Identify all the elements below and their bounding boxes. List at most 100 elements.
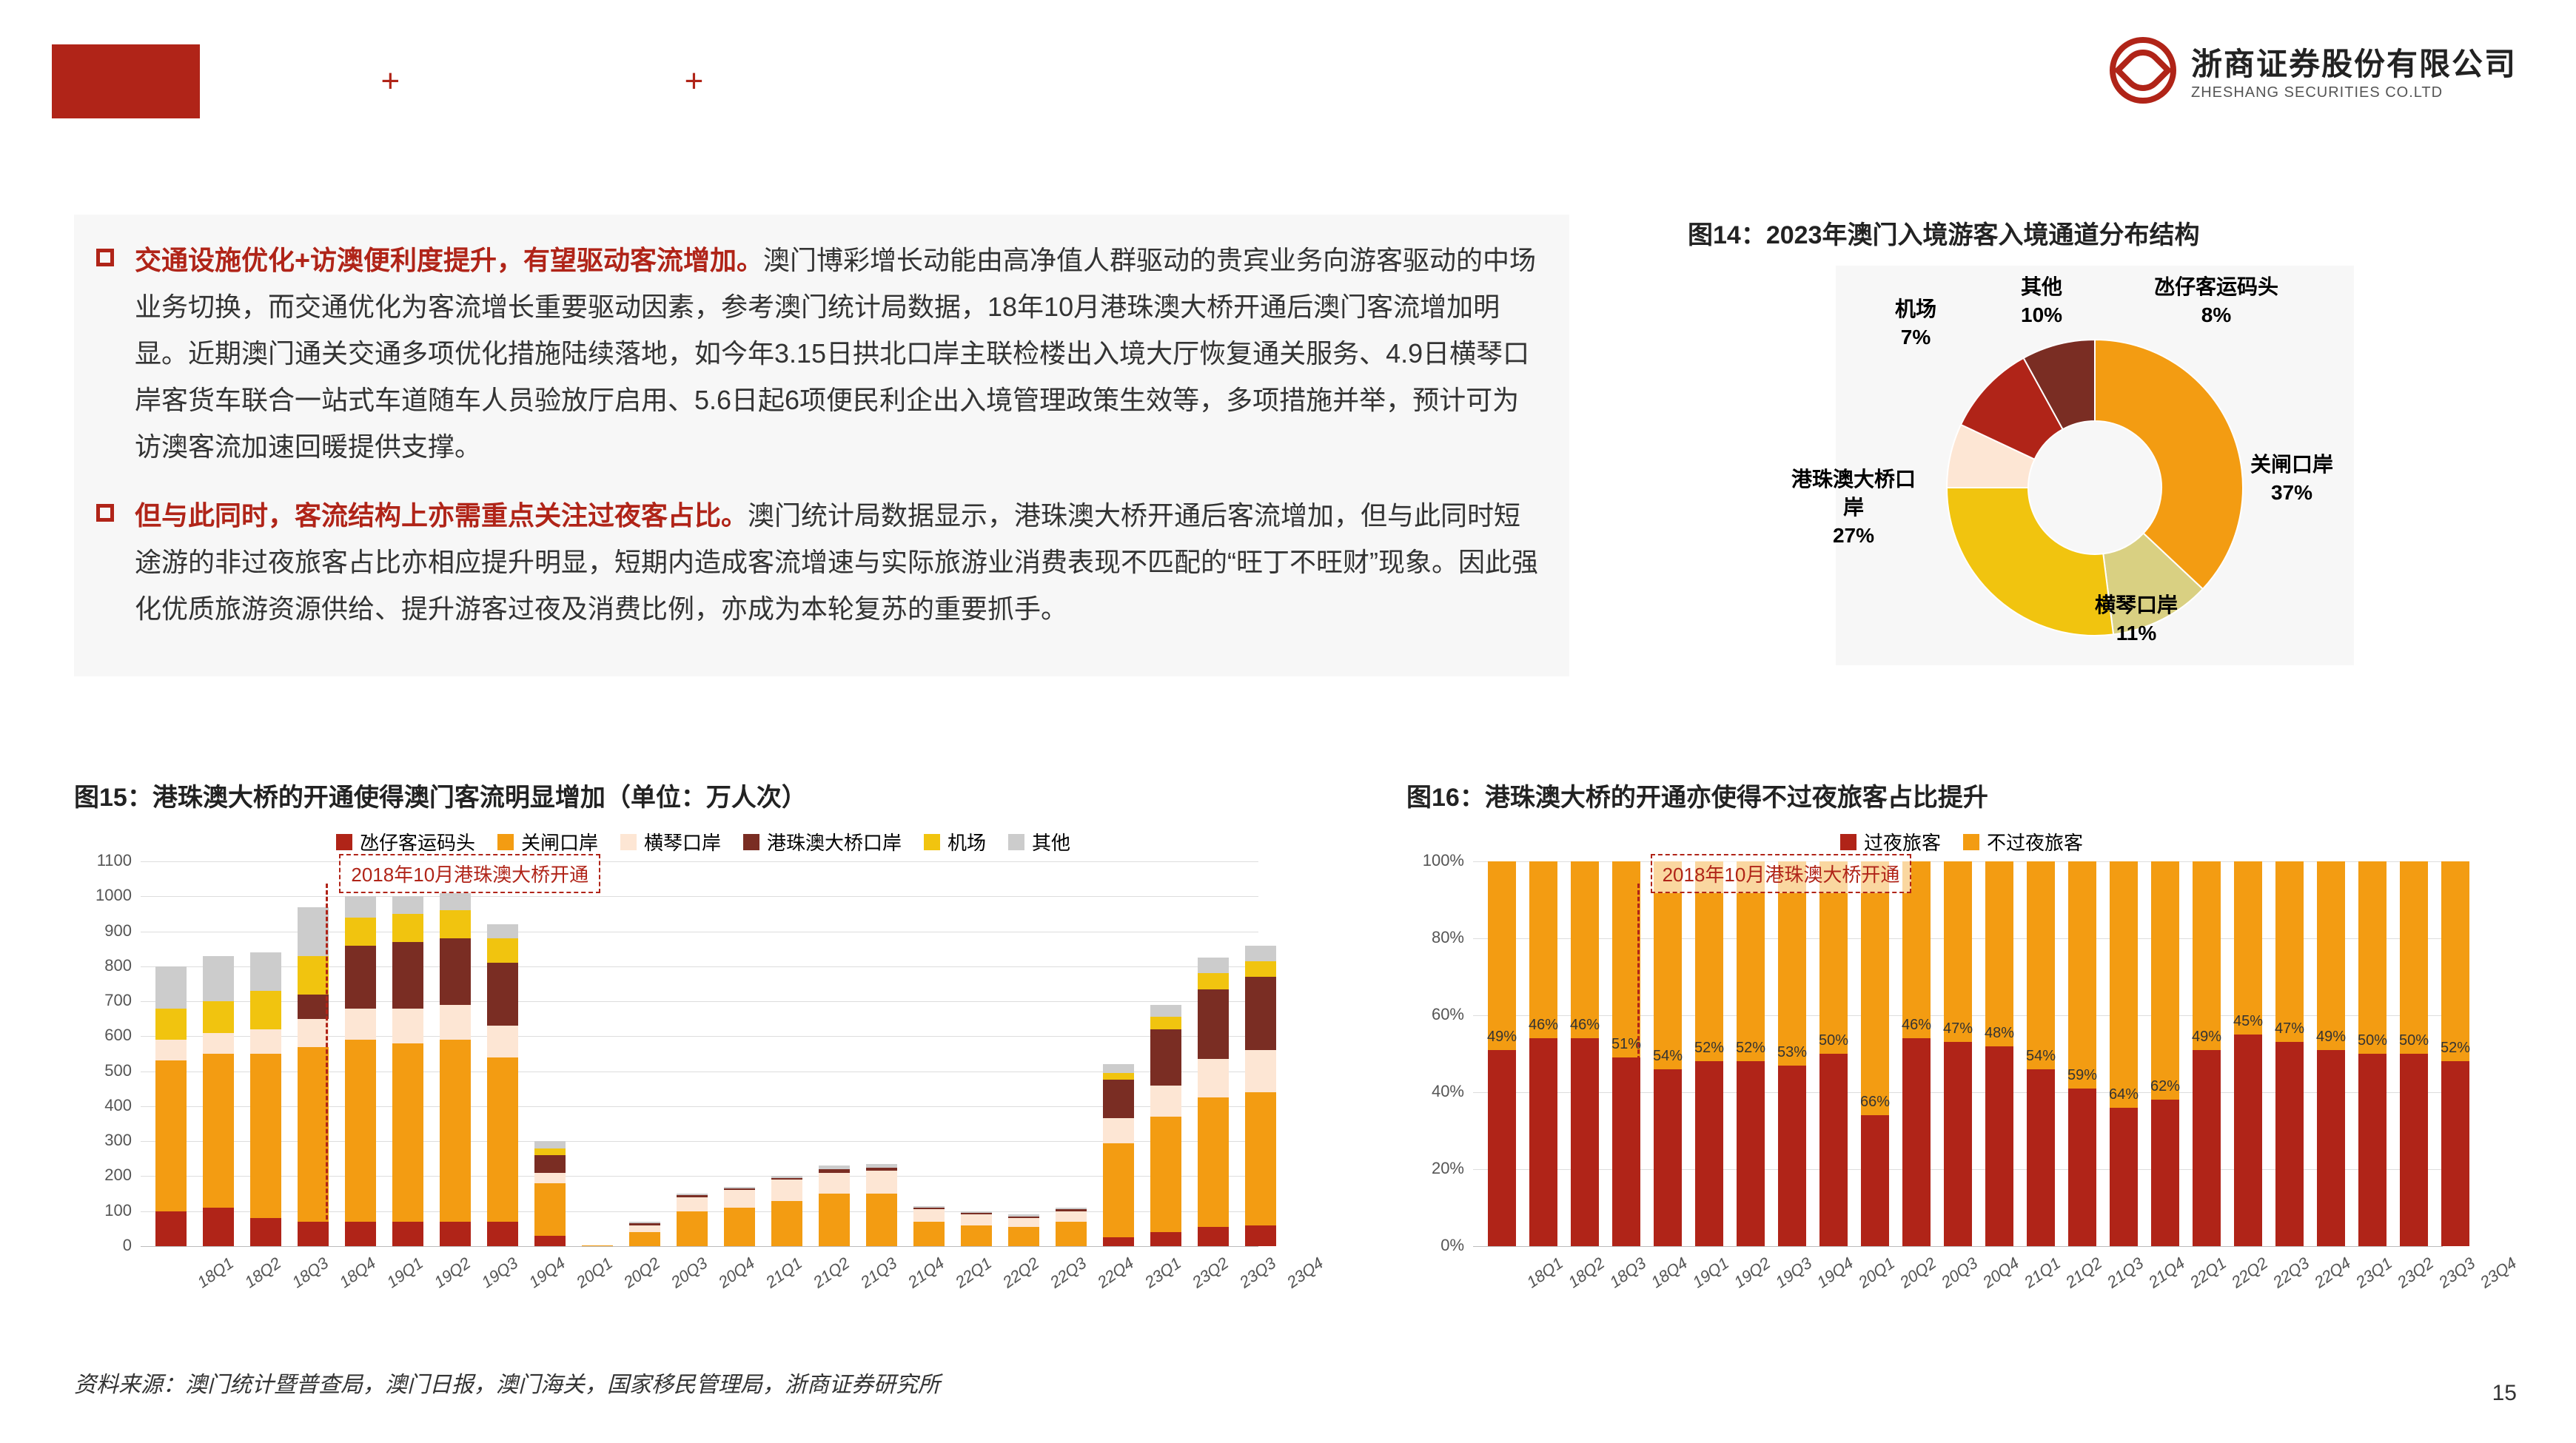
bar-segment bbox=[1985, 1046, 2013, 1246]
bar-segment bbox=[724, 1190, 755, 1208]
bar-segment bbox=[1103, 1080, 1134, 1118]
x-tick-label: 22Q2 bbox=[999, 1254, 1043, 1292]
x-tick-label: 20Q4 bbox=[1979, 1254, 2023, 1292]
bar-column bbox=[582, 1245, 613, 1246]
bar-column bbox=[1150, 1005, 1181, 1246]
bar-segment bbox=[155, 966, 187, 1009]
bar-segment bbox=[1488, 861, 1516, 1050]
legend-swatch bbox=[1840, 834, 1856, 850]
legend-label: 关闸口岸 bbox=[521, 828, 598, 855]
company-logo: 浙商证券股份有限公司 ZHESHANG SECURITIES CO.LTD bbox=[2110, 37, 2517, 104]
bar-segment bbox=[913, 1209, 945, 1222]
bar-segment bbox=[2068, 1089, 2096, 1246]
donut-slice-label: 横琴口岸11% bbox=[2095, 591, 2178, 648]
bar-segment bbox=[2275, 861, 2304, 1042]
bar-segment bbox=[440, 910, 471, 938]
x-tick-label: 18Q2 bbox=[1565, 1254, 1609, 1292]
bar-segment bbox=[1245, 1050, 1276, 1092]
x-tick-label: 18Q1 bbox=[194, 1254, 238, 1292]
bar-top-label: 52% bbox=[1736, 1040, 1765, 1057]
bullet-text: 但与此同时，客流结构上亦需重点关注过夜客占比。澳门统计局数据显示，港珠澳大桥开通… bbox=[135, 492, 1540, 632]
bar-segment bbox=[203, 1054, 234, 1208]
bar-column bbox=[534, 1141, 566, 1246]
gridline bbox=[141, 896, 1258, 897]
bar-segment bbox=[1571, 1038, 1599, 1246]
x-tick-label: 20Q3 bbox=[668, 1254, 711, 1292]
legend-label: 过夜旅客 bbox=[1864, 828, 1941, 855]
y-tick-label: 400 bbox=[74, 1096, 132, 1115]
x-tick-label: 23Q2 bbox=[2394, 1254, 2438, 1292]
bar-segment bbox=[2110, 861, 2138, 1108]
legend-swatch bbox=[497, 834, 514, 850]
legend-label: 横琴口岸 bbox=[644, 828, 721, 855]
bar-column bbox=[1861, 861, 1889, 1246]
bar-segment bbox=[155, 1040, 187, 1060]
bar-segment bbox=[440, 893, 471, 911]
x-tick-label: 21Q1 bbox=[2021, 1254, 2065, 1292]
donut-slice-label: 机场7% bbox=[1895, 295, 1936, 352]
gridline bbox=[141, 1246, 1258, 1247]
bar-segment bbox=[1245, 961, 1276, 977]
fig16-chart: 0%20%40%60%80%100%18Q149%18Q246%18Q346%1… bbox=[1406, 861, 2443, 1305]
x-tick-label: 21Q4 bbox=[2145, 1254, 2189, 1292]
event-marker-line bbox=[326, 884, 328, 1246]
x-tick-label: 23Q4 bbox=[2477, 1254, 2520, 1292]
bar-segment bbox=[487, 938, 518, 963]
bar-column bbox=[771, 1176, 802, 1246]
bar-segment bbox=[487, 1026, 518, 1057]
bar-top-label: 46% bbox=[1529, 1017, 1558, 1034]
bar-column bbox=[1529, 861, 1557, 1246]
bar-segment bbox=[534, 1183, 566, 1236]
bar-top-label: 62% bbox=[2150, 1078, 2180, 1095]
bar-segment bbox=[677, 1197, 708, 1211]
bar-segment bbox=[250, 952, 281, 991]
legend-item: 机场 bbox=[924, 828, 986, 855]
x-tick-label: 21Q3 bbox=[857, 1254, 901, 1292]
legend-label: 氹仔客运码头 bbox=[360, 828, 475, 855]
bar-segment bbox=[2193, 861, 2221, 1050]
y-tick-label: 80% bbox=[1406, 928, 1464, 947]
bar-segment bbox=[1150, 1086, 1181, 1117]
x-tick-label: 19Q2 bbox=[1731, 1254, 1774, 1292]
bar-segment bbox=[203, 956, 234, 1001]
bar-segment bbox=[866, 1194, 897, 1246]
bar-top-label: 64% bbox=[2109, 1086, 2139, 1103]
bar-segment bbox=[1612, 1057, 1640, 1246]
fig15-chart: 01002003004005006007008009001000110018Q1… bbox=[74, 861, 1258, 1305]
plus-icon: + bbox=[685, 44, 704, 118]
bar-column bbox=[487, 924, 518, 1246]
accent-block bbox=[52, 44, 200, 118]
legend-swatch bbox=[924, 834, 940, 850]
x-tick-label: 19Q4 bbox=[1814, 1254, 1857, 1292]
legend-item: 不过夜旅客 bbox=[1963, 828, 2083, 855]
fig15-legend: 氹仔客运码头关闸口岸横琴口岸港珠澳大桥口岸机场其他 bbox=[74, 828, 1332, 855]
bar-segment bbox=[1944, 1042, 1972, 1246]
bullet-text: 交通设施优化+访澳便利度提升，有望驱动客流增加。澳门博彩增长动能由高净值人群驱动… bbox=[135, 237, 1540, 470]
x-tick-label: 22Q2 bbox=[2228, 1254, 2272, 1292]
bar-segment bbox=[298, 1047, 329, 1222]
y-tick-label: 40% bbox=[1406, 1082, 1464, 1101]
bar-segment bbox=[392, 914, 423, 942]
y-tick-label: 100% bbox=[1406, 851, 1464, 870]
bar-column bbox=[2068, 861, 2096, 1246]
figure-16: 图16：港珠澳大桥的开通亦使得不过夜旅客占比提升 过夜旅客不过夜旅客 0%20%… bbox=[1406, 777, 2517, 1305]
bar-top-label: 47% bbox=[1943, 1020, 1973, 1037]
bar-column bbox=[1198, 958, 1229, 1246]
x-tick-label: 22Q3 bbox=[1047, 1254, 1090, 1292]
bar-segment bbox=[392, 1043, 423, 1222]
bar-segment bbox=[2441, 861, 2469, 1061]
x-tick-label: 18Q4 bbox=[1648, 1254, 1691, 1292]
bar-segment bbox=[2234, 1035, 2262, 1246]
donut-slice-label: 关闸口岸37% bbox=[2250, 451, 2333, 507]
bar-segment bbox=[1737, 1061, 1765, 1246]
bar-segment bbox=[2234, 861, 2262, 1035]
logo-icon bbox=[2110, 37, 2176, 104]
bullet-square-icon bbox=[96, 249, 114, 266]
bar-segment bbox=[534, 1141, 566, 1148]
bar-segment bbox=[345, 1009, 376, 1040]
bar-top-label: 59% bbox=[2067, 1067, 2097, 1084]
y-tick-label: 1100 bbox=[74, 851, 132, 870]
bar-top-label: 46% bbox=[1902, 1017, 1931, 1034]
bar-column bbox=[1008, 1214, 1039, 1246]
bar-column bbox=[1902, 861, 1931, 1246]
